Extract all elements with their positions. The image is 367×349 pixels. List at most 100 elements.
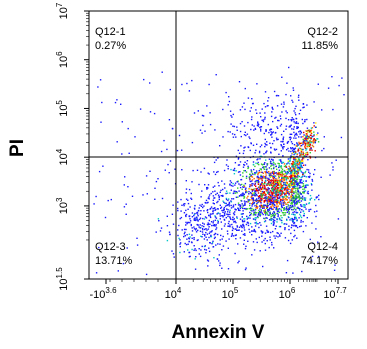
event-dot (194, 212, 196, 215)
event-dot (264, 218, 266, 220)
event-dot (205, 217, 208, 219)
event-dot (226, 230, 229, 232)
event-dot (295, 164, 297, 167)
event-dot (287, 239, 290, 242)
event-dot (267, 177, 269, 179)
event-dot (292, 161, 294, 163)
event-dot (239, 205, 242, 207)
event-dot (286, 177, 288, 179)
event-dot (299, 164, 301, 166)
event-dot (310, 183, 313, 185)
event-dot (201, 236, 203, 238)
event-dot (293, 192, 295, 195)
event-dot (296, 187, 298, 189)
event-dot (283, 212, 285, 214)
event-dot (193, 245, 195, 247)
event-dot (220, 195, 222, 197)
event-dot (245, 223, 248, 226)
event-dot (337, 218, 340, 220)
event-dot (231, 133, 234, 135)
event-dot (191, 248, 193, 251)
event-dot (315, 228, 317, 230)
event-dot (223, 225, 226, 227)
event-dot (292, 118, 294, 120)
event-dot (194, 204, 196, 207)
event-dot (234, 133, 236, 136)
event-dot (172, 223, 175, 225)
event-dot (232, 204, 235, 206)
event-dot (229, 110, 232, 112)
event-dot (308, 202, 311, 204)
event-dot (245, 134, 247, 137)
event-dot (296, 176, 298, 178)
event-dot (193, 226, 195, 228)
event-dot (166, 215, 168, 217)
event-dot (286, 176, 288, 178)
event-dot (302, 122, 304, 125)
event-dot (284, 193, 286, 195)
event-dot (300, 225, 302, 227)
event-dot (260, 176, 262, 178)
event-dot (311, 255, 314, 258)
event-dot (297, 126, 299, 128)
event-dot (262, 265, 264, 268)
event-dot (258, 189, 260, 191)
event-dot (258, 186, 260, 188)
event-dot (314, 126, 317, 128)
event-dot (303, 106, 305, 108)
event-dot (268, 174, 271, 177)
event-dot (212, 246, 214, 248)
event-dot (273, 175, 275, 177)
event-dot (268, 178, 270, 181)
event-dot (271, 202, 273, 204)
event-dot (273, 211, 276, 214)
event-dot (275, 183, 277, 185)
event-dot (224, 223, 226, 225)
event-dot (291, 206, 293, 208)
event-dot (281, 188, 283, 190)
event-dot (280, 173, 282, 176)
event-dot (266, 217, 268, 219)
event-dot (257, 190, 259, 192)
event-dot (282, 155, 284, 157)
event-dot (259, 126, 261, 129)
event-dot (213, 197, 215, 199)
event-dot (291, 202, 293, 204)
event-dot (292, 219, 294, 221)
event-dot (313, 141, 316, 143)
event-dot (278, 175, 280, 178)
event-dot (291, 190, 294, 193)
event-dot (282, 214, 285, 216)
event-dot (280, 145, 283, 147)
event-dot (256, 194, 258, 197)
event-dot (289, 179, 291, 182)
event-dot (279, 179, 281, 181)
event-dot (270, 213, 272, 216)
event-dot (316, 134, 318, 136)
event-dot (270, 158, 273, 160)
event-dot (213, 224, 216, 226)
event-dot (287, 176, 289, 178)
event-dot (253, 184, 256, 186)
event-dot (232, 212, 235, 214)
event-dot (121, 153, 123, 155)
event-dot (293, 150, 295, 152)
event-dot (280, 167, 283, 169)
event-dot (179, 251, 181, 254)
event-dot (261, 164, 264, 166)
event-dot (240, 224, 242, 227)
event-dot (290, 183, 292, 185)
event-dot (228, 198, 230, 200)
event-dot (309, 152, 311, 154)
event-dot (296, 201, 298, 204)
event-dot (266, 199, 268, 202)
event-dot (294, 163, 296, 166)
event-dot (289, 242, 292, 245)
event-dot (253, 168, 255, 171)
event-dot (254, 222, 256, 224)
event-dot (274, 189, 277, 192)
event-dot (305, 137, 307, 139)
event-dot (298, 175, 301, 178)
x-axis-label: Annexin V (172, 322, 265, 343)
event-dot (276, 212, 278, 215)
